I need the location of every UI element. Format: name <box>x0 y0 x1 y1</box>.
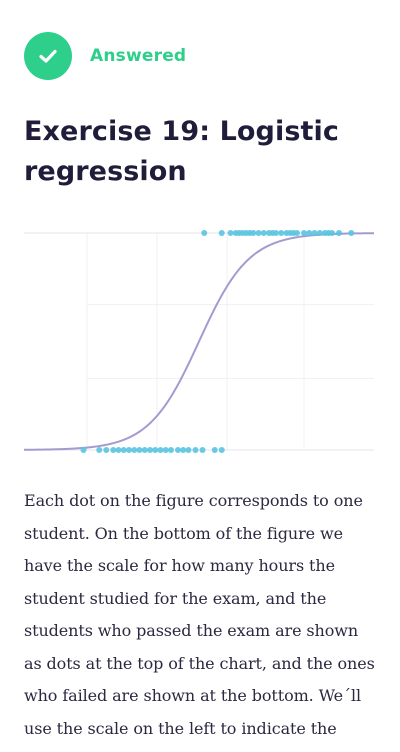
failed-student-dot <box>115 447 122 453</box>
failed-student-dot <box>120 447 127 453</box>
failed-student-dot <box>103 447 110 453</box>
failed-student-dot <box>218 447 225 453</box>
logistic-curve <box>23 232 375 451</box>
check-icon <box>24 32 72 80</box>
passed-student-dot <box>329 230 335 236</box>
passed-student-dot <box>294 230 300 236</box>
passed-student-dot <box>278 230 285 236</box>
passed-student-dot <box>227 230 234 236</box>
passed-student-dot <box>255 230 262 236</box>
chart-grid <box>86 233 374 450</box>
check-mark <box>39 49 57 63</box>
explanation-paragraph: Each dot on the figure corresponds to on… <box>24 491 375 738</box>
passed-student-dot <box>201 230 208 236</box>
failed-student-dot <box>168 447 174 453</box>
failed-student-dot <box>185 447 192 453</box>
failed-student-dot <box>110 447 117 453</box>
failed-student-dot <box>131 447 138 453</box>
failed-student-dot <box>175 447 181 453</box>
failed-student-dot <box>180 447 187 453</box>
passed-student-dot <box>250 230 257 236</box>
passed-student-dot <box>260 230 267 236</box>
failed-student-dot <box>136 447 143 453</box>
passed-student-dot <box>218 230 225 236</box>
passed-student-dot <box>336 230 342 236</box>
failed-student-dot <box>147 447 153 453</box>
exercise-title: Exercise 19: Logistic regression <box>24 116 339 187</box>
chart-svg <box>23 230 375 453</box>
passed-student-dot <box>306 230 313 236</box>
status-label: Answered <box>90 46 187 66</box>
logistic-chart <box>23 220 376 470</box>
failed-student-dot <box>199 447 206 453</box>
failed-student-dot <box>162 447 169 453</box>
passed-student-dot <box>301 230 307 236</box>
failed-student-dot <box>152 447 159 453</box>
failed-student-dot <box>96 447 103 453</box>
failed-student-dot <box>80 447 87 453</box>
passed-student-dot <box>311 230 318 236</box>
answer-status: Answered <box>24 32 186 80</box>
passed-student-dot <box>316 230 323 236</box>
failed-student-dot <box>126 447 132 453</box>
failed-student-dot <box>141 447 148 453</box>
passed-student-dot <box>273 230 279 236</box>
failed-student-dot <box>211 447 218 453</box>
failed-student-dot <box>157 447 164 453</box>
failed-student-dot <box>192 447 199 453</box>
data-points <box>80 230 355 453</box>
passed-student-dot <box>348 230 355 236</box>
